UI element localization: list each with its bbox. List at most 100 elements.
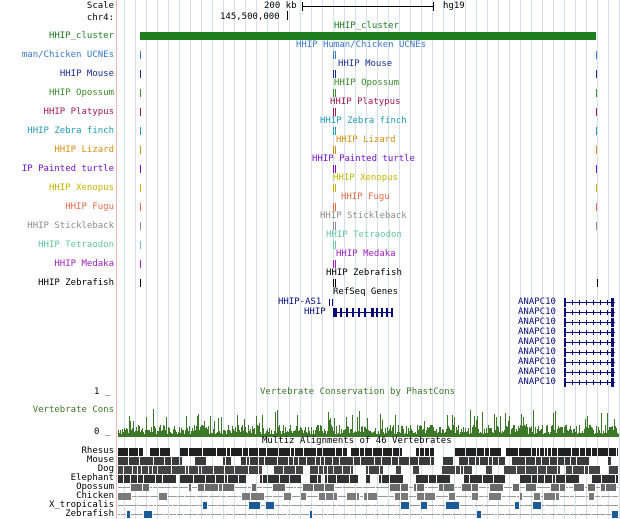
gene-anapc10-exon <box>564 328 566 337</box>
element-tick-human_chicken-1 <box>333 51 334 59</box>
multiz-gap <box>517 496 519 497</box>
gene-anapc10-arrow <box>600 340 601 345</box>
multiz-block <box>202 466 213 474</box>
multiz-gap <box>559 505 561 506</box>
gene-anapc10-arrow <box>579 360 580 365</box>
multiz-block <box>347 493 356 500</box>
multiz-gap <box>125 505 137 506</box>
left-label-vertebrate-cons[interactable]: Vertebrate Cons <box>0 406 114 415</box>
multiz-block <box>159 493 167 500</box>
multiz-gap <box>261 505 265 506</box>
left-label-zebrafish[interactable]: HHIP Zebrafish <box>0 279 114 288</box>
gene-anapc10-arrow <box>586 380 587 385</box>
gene-anapc10-arrow <box>586 310 587 315</box>
left-label-xenopus[interactable]: HHIP Xenopus <box>0 184 114 193</box>
multiz-block <box>513 484 519 491</box>
grid-line <box>245 0 246 519</box>
gene-anapc10-arrow <box>607 360 608 365</box>
left-label-hhip-cluster[interactable]: HHIP_cluster <box>0 32 114 41</box>
gene-label-hhip[interactable]: HHIP <box>304 308 326 317</box>
multiz-gap <box>562 505 575 506</box>
left-label-zebra-finch[interactable]: HHIP Zebra finch <box>0 127 114 136</box>
multiz-block <box>416 448 419 456</box>
multiz-block <box>551 484 559 491</box>
grid-line <box>168 0 169 519</box>
multiz-block <box>421 502 427 509</box>
gene-label-anapc10[interactable]: ANAPC10 <box>518 298 556 307</box>
left-label-mouse[interactable]: HHIP Mouse <box>0 70 114 79</box>
multiz-gap <box>435 505 437 506</box>
gene-label-hhip-as1[interactable]: HHIP-AS1 <box>278 298 321 307</box>
multiz-block <box>430 448 434 456</box>
multiz-block <box>401 493 408 500</box>
left-label-human-chicken[interactable]: man/Chicken UCNEs <box>0 51 114 60</box>
gene-hhip[interactable] <box>333 312 393 313</box>
multiz-block <box>239 475 246 483</box>
multiz-gap <box>343 487 355 488</box>
multiz-block <box>186 466 188 474</box>
gene-label-anapc10[interactable]: ANAPC10 <box>518 368 556 377</box>
element-tick-human_chicken-3 <box>596 51 597 59</box>
element-tick-mouse-0 <box>140 70 141 78</box>
multiz-block <box>566 466 572 474</box>
multiz-block <box>547 466 557 474</box>
multiz-gap <box>487 487 489 488</box>
element-tick-stickleback-0 <box>140 222 141 230</box>
left-label-lizard[interactable]: HHIP Lizard <box>0 146 114 155</box>
gene-label-anapc10[interactable]: ANAPC10 <box>518 348 556 357</box>
multiz-gap <box>221 496 226 497</box>
multiz-block <box>325 457 332 465</box>
multiz-block <box>304 448 316 456</box>
multiz-gap <box>397 505 400 506</box>
gene-hhip-as1-exon[interactable] <box>332 299 333 306</box>
left-label-tetraodon[interactable]: HHIP Tetraodon <box>0 241 114 250</box>
gene-anapc10-arrow <box>572 300 573 305</box>
grid-line <box>124 0 125 519</box>
multiz-block <box>249 502 260 509</box>
multiz-gap <box>307 496 318 497</box>
multiz-block <box>163 475 176 483</box>
multiz-gap <box>173 505 178 506</box>
multiz-gap <box>504 487 512 488</box>
gene-label-anapc10[interactable]: ANAPC10 <box>518 308 556 317</box>
multiz-block <box>172 466 185 474</box>
multiz-block <box>506 448 518 456</box>
gene-anapc10-arrow <box>586 320 587 325</box>
multiz-block <box>431 457 434 465</box>
multiz-block <box>131 484 142 491</box>
multiz-block <box>574 484 584 491</box>
gene-hhip-as1[interactable] <box>329 299 330 306</box>
left-label-fugu[interactable]: HHIP Fugu <box>0 203 114 212</box>
element-tick-mouse-1 <box>333 70 334 78</box>
gene-label-anapc10[interactable]: ANAPC10 <box>518 328 556 337</box>
element-tick-lizard-1 <box>333 146 334 154</box>
multiz-block <box>449 493 455 500</box>
multiz-gap <box>541 496 543 497</box>
multiz-block <box>476 457 479 465</box>
element-tick-mouse-3 <box>596 70 597 78</box>
gene-label-anapc10[interactable]: ANAPC10 <box>518 358 556 367</box>
element-tick-fugu-1 <box>333 203 334 211</box>
left-label-painted-turtle[interactable]: IP Painted turtle <box>0 165 114 174</box>
gene-label-anapc10[interactable]: ANAPC10 <box>518 318 556 327</box>
gene-anapc10-arrow <box>607 350 608 355</box>
multiz-gap <box>458 487 461 488</box>
multiz-block <box>444 484 454 491</box>
track-title-conservation: Vertebrate Conservation by PhastCons <box>260 388 455 397</box>
left-label-stickleback[interactable]: HHIP Stickleback <box>0 222 114 231</box>
multiz-gap <box>236 505 248 506</box>
left-label-opossum[interactable]: HHIP Opossum <box>0 89 114 98</box>
element-tick-platypus-3 <box>596 108 597 116</box>
multiz-block <box>526 484 536 491</box>
gene-anapc10-arrow <box>593 380 594 385</box>
multiz-gap <box>557 514 564 515</box>
multiz-gap <box>275 505 280 506</box>
multiz-gap <box>474 505 483 506</box>
gene-label-anapc10[interactable]: ANAPC10 <box>518 378 556 387</box>
gene-label-anapc10[interactable]: ANAPC10 <box>518 338 556 347</box>
left-label-platypus[interactable]: HHIP Platypus <box>0 108 114 117</box>
multiz-gap <box>589 505 591 506</box>
left-label-medaka[interactable]: HHIP Medaka <box>0 260 114 269</box>
multiz-block <box>225 475 227 483</box>
